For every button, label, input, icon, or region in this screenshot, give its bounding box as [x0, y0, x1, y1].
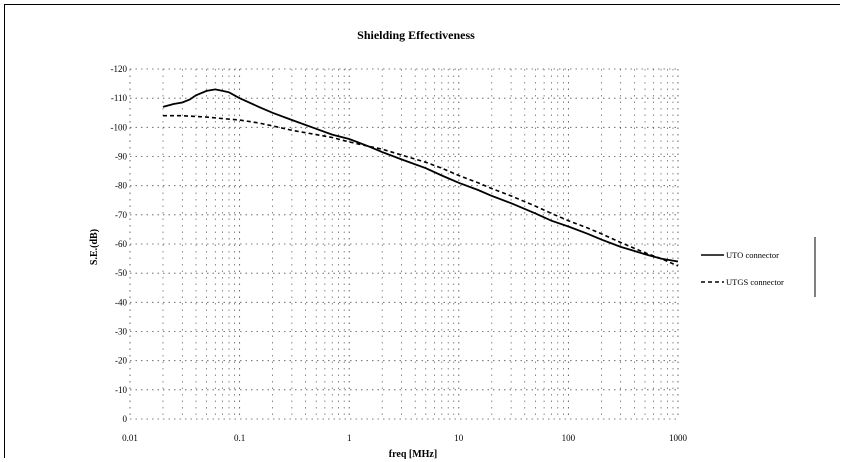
x-tick-label: 1 — [347, 433, 352, 443]
x-tick-label: 10 — [454, 433, 464, 443]
y-tick-label: -10 — [115, 385, 127, 395]
y-tick-label: -20 — [115, 356, 127, 366]
y-tick-label: -120 — [111, 64, 128, 74]
shielding-effectiveness-chart: Shielding Effectiveness -120-110-100-90-… — [89, 28, 816, 459]
series-line-utgs — [163, 114, 679, 267]
y-tick-label: -90 — [115, 152, 127, 162]
y-tick-label: -70 — [115, 210, 127, 220]
grid-lines — [129, 68, 679, 420]
legend-label-0: UTO connector — [726, 250, 779, 260]
x-tick-label: 0.01 — [122, 433, 138, 443]
x-tick-label: 1000 — [669, 433, 688, 443]
chart-title: Shielding Effectiveness — [357, 28, 475, 42]
y-tick-label: -80 — [115, 181, 127, 191]
x-axis-ticks: 0.01 0.1 1 10 100 1000 — [122, 433, 687, 443]
y-tick-label: -100 — [111, 122, 128, 132]
x-axis-label: freq [MHz] — [389, 449, 437, 459]
y-tick-label: -60 — [115, 239, 127, 249]
legend-label-1: UTGS connector — [726, 277, 784, 287]
legend: UTO connector UTGS connector — [701, 237, 816, 297]
y-axis-ticks: -120-110-100-90-80-70-60-50-40-30-20-100 — [111, 64, 128, 424]
y-axis-label: S.E.(dB) — [89, 229, 100, 265]
y-tick-label: -40 — [115, 297, 127, 307]
data-series — [162, 88, 679, 267]
series-line-uto — [162, 88, 679, 263]
x-tick-label: 0.1 — [234, 433, 245, 443]
x-tick-label: 100 — [562, 433, 576, 443]
y-tick-label: 0 — [123, 414, 128, 424]
y-tick-label: -50 — [115, 268, 127, 278]
y-tick-label: -30 — [115, 327, 127, 337]
chart-frame: Shielding Effectiveness -120 -110 -100 -90-… — [4, 4, 840, 459]
y-tick-label: -110 — [111, 93, 128, 103]
